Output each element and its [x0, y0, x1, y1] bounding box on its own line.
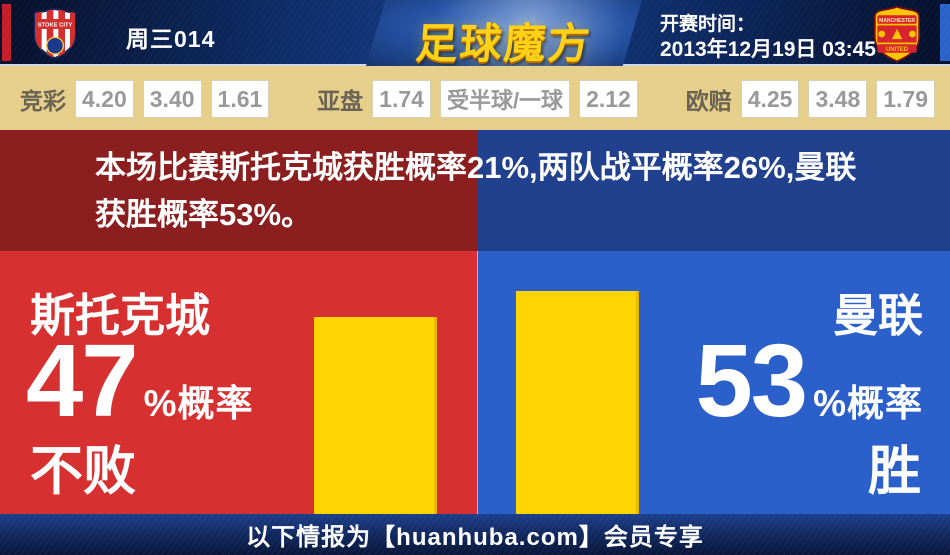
stoke-city-badge: STOKE CITY [30, 7, 80, 61]
odds-group-oupei: 欧赔 4.25 3.48 1.79 [686, 80, 935, 118]
home-probability: 47 %概率 [26, 329, 253, 432]
yapan-home-odds: 1.74 [372, 80, 431, 118]
kickoff-label: 开赛时间： [660, 14, 756, 35]
jingcai-home-odds: 4.20 [75, 80, 134, 118]
yapan-label: 亚盘 [317, 88, 364, 114]
man-utd-badge: MANCHESTER UNITED [866, 5, 928, 63]
oupei-home-odds: 4.25 [740, 80, 800, 118]
summary-background-away [477, 130, 950, 251]
home-percent-value: 47 [26, 323, 139, 438]
odds-group-yapan: 亚盘 1.74 受半球/一球 2.12 [317, 80, 638, 118]
away-team-name: 曼联 [832, 290, 923, 341]
footer-member-notice: 以下情报为【huanhuba.com】会员专享 [246, 524, 704, 551]
match-code: 周三014 [126, 26, 216, 52]
stoke-badge-text: STOKE CITY [38, 23, 73, 29]
away-percent-suffix: %概率 [813, 383, 923, 424]
away-probability: 53 %概率 [696, 329, 923, 432]
yapan-handicap: 受半球/一球 [439, 80, 571, 118]
summary-background-home [0, 130, 477, 251]
jingcai-label: 竞彩 [20, 88, 66, 114]
kickoff-time: 2013年12月19日 03:45 [660, 38, 876, 61]
odds-group-jingcai: 竞彩 4.20 3.40 1.61 [20, 80, 270, 118]
match-summary-text: 本场比赛斯托克城获胜概率21%,两队战平概率26%,曼联 获胜概率53%。 [95, 144, 895, 238]
header: STOKE CITY 周三014 足球魔方 开赛时间： 2013年12月19日 … [0, 0, 950, 66]
odds-bar: 竞彩 4.20 3.40 1.61 亚盘 1.74 受半球/一球 2.12 欧赔… [0, 68, 950, 130]
summary-line-2: 获胜概率53%。 [95, 197, 313, 232]
man-utd-badge-bottom-text: UNITED [886, 47, 909, 53]
jingcai-away-odds: 1.61 [210, 80, 270, 118]
footer: 以下情报为【huanhuba.com】会员专享 [0, 514, 950, 555]
man-utd-badge-top-text: MANCHESTER [879, 18, 915, 24]
away-outcome: 胜 [868, 442, 921, 501]
oupei-draw-odds: 3.48 [808, 80, 868, 118]
summary-line-1: 本场比赛斯托克城获胜概率21%,两队战平概率26%,曼联 [95, 150, 857, 185]
kickoff-time-block: 开赛时间： 2013年12月19日 03:45 [660, 13, 876, 63]
home-probability-bar [314, 317, 437, 514]
site-logo-text: 足球魔方 [414, 20, 594, 67]
home-outcome: 不败 [30, 442, 136, 501]
man-utd-badge-icon: MANCHESTER UNITED [873, 5, 921, 63]
jingcai-draw-odds: 3.40 [142, 80, 202, 118]
oupei-away-odds: 1.79 [876, 80, 935, 118]
header-left-accent [2, 4, 11, 61]
home-percent-suffix: %概率 [143, 383, 254, 424]
stoke-city-badge-icon: STOKE CITY [33, 7, 77, 60]
prediction-panel: 斯托克城 47 %概率 不败 曼联 53 %概率 胜 本场比赛斯托克城获胜概率2… [0, 130, 950, 514]
header-right-accent [940, 4, 950, 61]
away-percent-value: 53 [695, 323, 809, 438]
oupei-label: 欧赔 [685, 88, 732, 114]
away-probability-bar [516, 291, 639, 514]
home-team-name: 斯托克城 [30, 290, 211, 341]
yapan-away-odds: 2.12 [579, 80, 638, 118]
site-logo[interactable]: 足球魔方 [366, 0, 642, 66]
